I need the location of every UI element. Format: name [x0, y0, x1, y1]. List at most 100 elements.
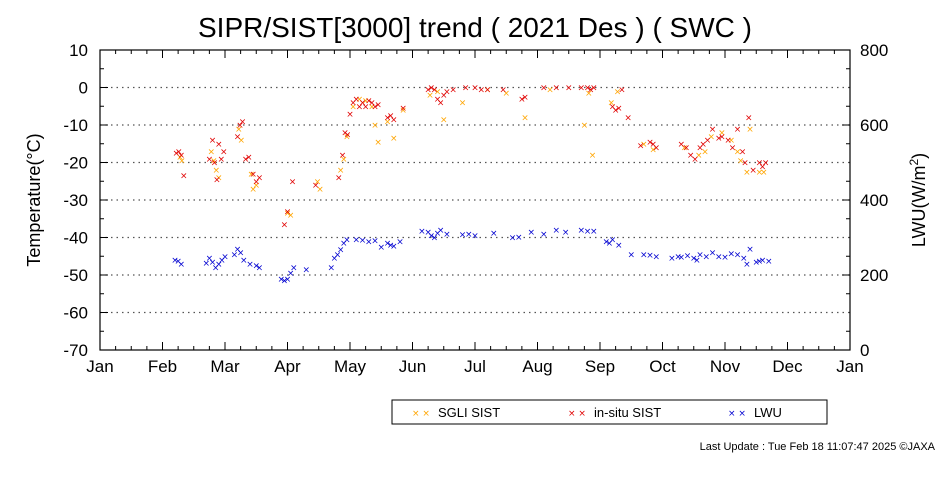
- data-point: ×: [743, 168, 751, 178]
- legend-marker: × ×: [728, 409, 746, 419]
- data-point: ×: [371, 121, 379, 131]
- data-point: ×: [681, 144, 689, 154]
- data-point: ×: [612, 106, 620, 116]
- data-point: ×: [314, 177, 322, 187]
- data-point: ×: [606, 239, 614, 249]
- data-point: ×: [552, 84, 560, 94]
- data-point: ×: [760, 168, 768, 178]
- data-point: ×: [437, 226, 445, 236]
- data-point: ×: [312, 181, 320, 191]
- data-point: ×: [396, 237, 404, 247]
- data-point: ×: [339, 151, 347, 161]
- data-point: ×: [562, 228, 570, 238]
- data-point: ×: [743, 260, 751, 270]
- data-point: ×: [246, 260, 254, 270]
- data-point: ×: [649, 145, 657, 155]
- data-point: ×: [384, 117, 392, 127]
- data-point: ×: [349, 102, 357, 112]
- x-axis-tick-labels: Jan Feb Mar Apr May Jun Jul Aug Sep Oct Nov Dec Jan: [86, 357, 863, 376]
- data-point: ×: [427, 232, 435, 242]
- data-point: ×: [477, 85, 485, 95]
- data-point: ×: [418, 227, 426, 237]
- legend-box: [391, 399, 828, 425]
- x-tick-label: Oct: [649, 357, 676, 376]
- x-tick-label: Apr: [274, 357, 301, 376]
- data-point: ×: [387, 241, 395, 251]
- y-tick-label: 0: [79, 79, 88, 98]
- data-point: ×: [721, 253, 729, 263]
- data-point: ×: [749, 166, 757, 176]
- data-point: ×: [235, 125, 243, 135]
- data-point: ×: [440, 115, 448, 125]
- data-point: ×: [399, 106, 407, 116]
- data-point: ×: [640, 140, 648, 150]
- series-in-situ-sist: ×××××××××××××××××××××× ××××××××××××××××××…: [172, 84, 769, 231]
- data-point: ×: [242, 155, 250, 165]
- data-point: ×: [607, 99, 615, 109]
- data-point: ×: [590, 227, 598, 237]
- data-point: ×: [509, 234, 517, 244]
- y2-tick-label: 0: [860, 341, 869, 360]
- data-point: ×: [704, 136, 712, 146]
- data-point: ×: [210, 157, 218, 167]
- data-point: ×: [540, 230, 548, 240]
- data-point: ×: [443, 230, 451, 240]
- data-point: ×: [615, 241, 623, 251]
- data-point: ×: [352, 235, 360, 245]
- data-point: ×: [341, 129, 349, 139]
- data-point: ×: [371, 237, 379, 247]
- data-point: ×: [247, 170, 255, 180]
- data-point: ×: [237, 136, 245, 146]
- data-point: ×: [365, 237, 373, 247]
- data-point: ×: [209, 136, 217, 146]
- data-point: ×: [734, 250, 742, 260]
- data-point: ×: [177, 151, 185, 161]
- data-point: ×: [690, 254, 698, 264]
- data-point: ×: [212, 264, 220, 274]
- data-point: ×: [384, 239, 392, 249]
- data-point: ×: [624, 114, 632, 124]
- data-point: ×: [207, 147, 215, 157]
- data-point: ×: [356, 102, 364, 112]
- data-point: ×: [212, 166, 220, 176]
- data-point: ×: [284, 275, 292, 285]
- x-tick-label: Dec: [772, 357, 803, 376]
- data-point: ×: [609, 102, 617, 112]
- y-axis-tick-labels: 10 0 -10 -20 -30 -40 -50 -60 -70: [63, 41, 88, 360]
- data-point: ×: [344, 130, 352, 140]
- data-point: ×: [343, 132, 351, 142]
- data-point: ×: [245, 153, 253, 163]
- data-point: ×: [213, 175, 221, 185]
- data-point: ×: [471, 84, 479, 94]
- data-point: ×: [327, 264, 335, 274]
- data-point: ×: [609, 235, 617, 245]
- data-point: ×: [427, 84, 435, 94]
- data-point: ×: [334, 250, 342, 260]
- data-point: ×: [756, 159, 764, 169]
- data-point: ×: [585, 89, 593, 99]
- data-point: ×: [237, 249, 245, 259]
- data-point: ×: [221, 252, 229, 262]
- data-point: ×: [390, 242, 398, 252]
- data-point: ×: [365, 97, 373, 107]
- data-point: ×: [696, 250, 704, 260]
- data-point: ×: [695, 151, 703, 161]
- data-point: ×: [256, 174, 264, 184]
- y-axis-title: Temperature(°C): [24, 133, 44, 266]
- data-point: ×: [352, 95, 360, 105]
- data-point: ×: [759, 162, 767, 172]
- data-point: ×: [589, 151, 597, 161]
- data-point: ×: [287, 269, 295, 279]
- data-point: ×: [614, 87, 622, 97]
- data-point: ×: [249, 170, 257, 180]
- data-point: ×: [362, 97, 370, 107]
- data-point: ×: [175, 147, 183, 157]
- data-point: ×: [316, 185, 324, 195]
- data-point: ×: [177, 260, 185, 270]
- series-lwu: ××× ××××××× ×××××××××××× × ×××××× ×××××××××××…: [171, 226, 772, 287]
- data-point: ×: [252, 177, 260, 187]
- data-point: ×: [584, 227, 592, 237]
- data-point: ×: [178, 157, 186, 167]
- data-point: ×: [718, 129, 726, 139]
- legend-label: in-situ SIST: [594, 405, 661, 420]
